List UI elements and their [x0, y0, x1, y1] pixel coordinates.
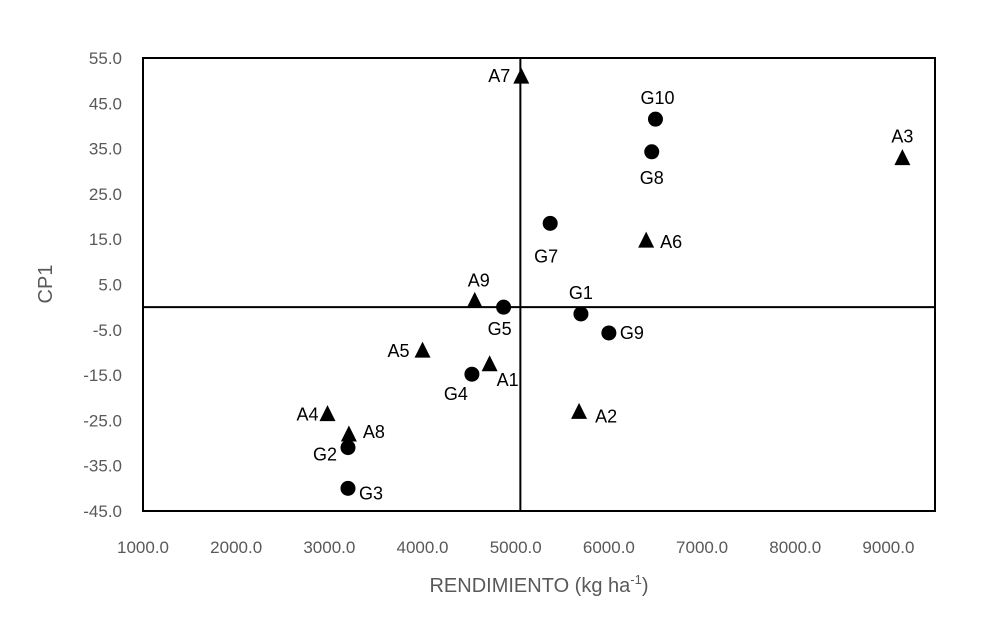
- y-tick-label: 45.0: [89, 94, 122, 113]
- y-tick-label: -35.0: [83, 457, 122, 476]
- label-g3: G3: [359, 483, 383, 503]
- y-tick-label: 55.0: [89, 49, 122, 68]
- x-tick-label: 5000.0: [490, 538, 542, 557]
- x-tick-label: 6000.0: [583, 538, 635, 557]
- marker-a7: [513, 67, 530, 84]
- y-tick-label: -45.0: [83, 502, 122, 521]
- marker-g5: [496, 299, 512, 315]
- label-g9: G9: [620, 323, 644, 343]
- marker-g3: [340, 480, 356, 496]
- y-tick-label: 35.0: [89, 140, 122, 159]
- x-tick-label: 2000.0: [210, 538, 262, 557]
- label-a7: A7: [488, 66, 510, 86]
- x-axis-ticks: 1000.0 2000.0 3000.0 4000.0 5000.0 6000.0 7000…: [117, 538, 914, 557]
- marker-a9: [466, 291, 483, 308]
- label-g5: G5: [488, 319, 512, 339]
- marker-a5: [414, 341, 431, 358]
- x-tick-label: 7000.0: [676, 538, 728, 557]
- marker-g4: [464, 366, 480, 382]
- x-axis-title: RENDIMIENTO (kg ha-1): [429, 572, 648, 597]
- label-g7: G7: [534, 246, 558, 266]
- label-a2: A2: [595, 406, 617, 426]
- label-g8: G8: [640, 168, 664, 188]
- y-tick-label: 25.0: [89, 185, 122, 204]
- label-g10: G10: [640, 88, 674, 108]
- data-labels: G1 G2 G3 G4 G5 G7 G8 G9 G10 A1 A2 A3 A4 A5 A6 A7 A8 A9: [296, 66, 913, 503]
- marker-g7: [542, 215, 558, 231]
- label-a1: A1: [497, 370, 519, 390]
- x-tick-label: 3000.0: [303, 538, 355, 557]
- marker-a2: [571, 402, 588, 419]
- label-g4: G4: [444, 384, 468, 404]
- label-a5: A5: [387, 341, 409, 361]
- marker-a3: [894, 149, 911, 166]
- y-axis-ticks: 55.0 45.0 35.0 25.0 15.0 5.0 -5.0 -15.0 -25.0 -35…: [83, 49, 122, 521]
- marker-a6: [638, 231, 655, 248]
- marker-g8: [644, 144, 660, 160]
- x-tick-label: 8000.0: [769, 538, 821, 557]
- marker-a8: [340, 425, 357, 442]
- label-g2: G2: [313, 445, 337, 465]
- label-a8: A8: [363, 422, 385, 442]
- y-tick-label: 15.0: [89, 230, 122, 249]
- label-a3: A3: [891, 127, 913, 147]
- reference-lines: [143, 58, 935, 511]
- x-tick-label: 4000.0: [397, 538, 449, 557]
- x-tick-label: 9000.0: [862, 538, 914, 557]
- y-tick-label: -5.0: [93, 321, 122, 340]
- label-g1: G1: [569, 283, 593, 303]
- y-tick-label: -15.0: [83, 366, 122, 385]
- label-a4: A4: [296, 405, 318, 425]
- marker-g1: [573, 306, 589, 322]
- data-markers: [319, 67, 911, 496]
- marker-g9: [601, 325, 617, 341]
- label-a6: A6: [660, 232, 682, 252]
- marker-a4: [319, 405, 336, 422]
- label-a9: A9: [468, 270, 490, 290]
- x-tick-label: 1000.0: [117, 538, 169, 557]
- plot-frame: [142, 57, 936, 512]
- marker-g2: [340, 440, 356, 456]
- y-tick-label: 5.0: [98, 276, 122, 295]
- marker-a1: [481, 355, 498, 372]
- y-tick-label: -25.0: [83, 411, 122, 430]
- marker-g10: [647, 111, 663, 127]
- y-axis-title: CP1: [35, 265, 57, 304]
